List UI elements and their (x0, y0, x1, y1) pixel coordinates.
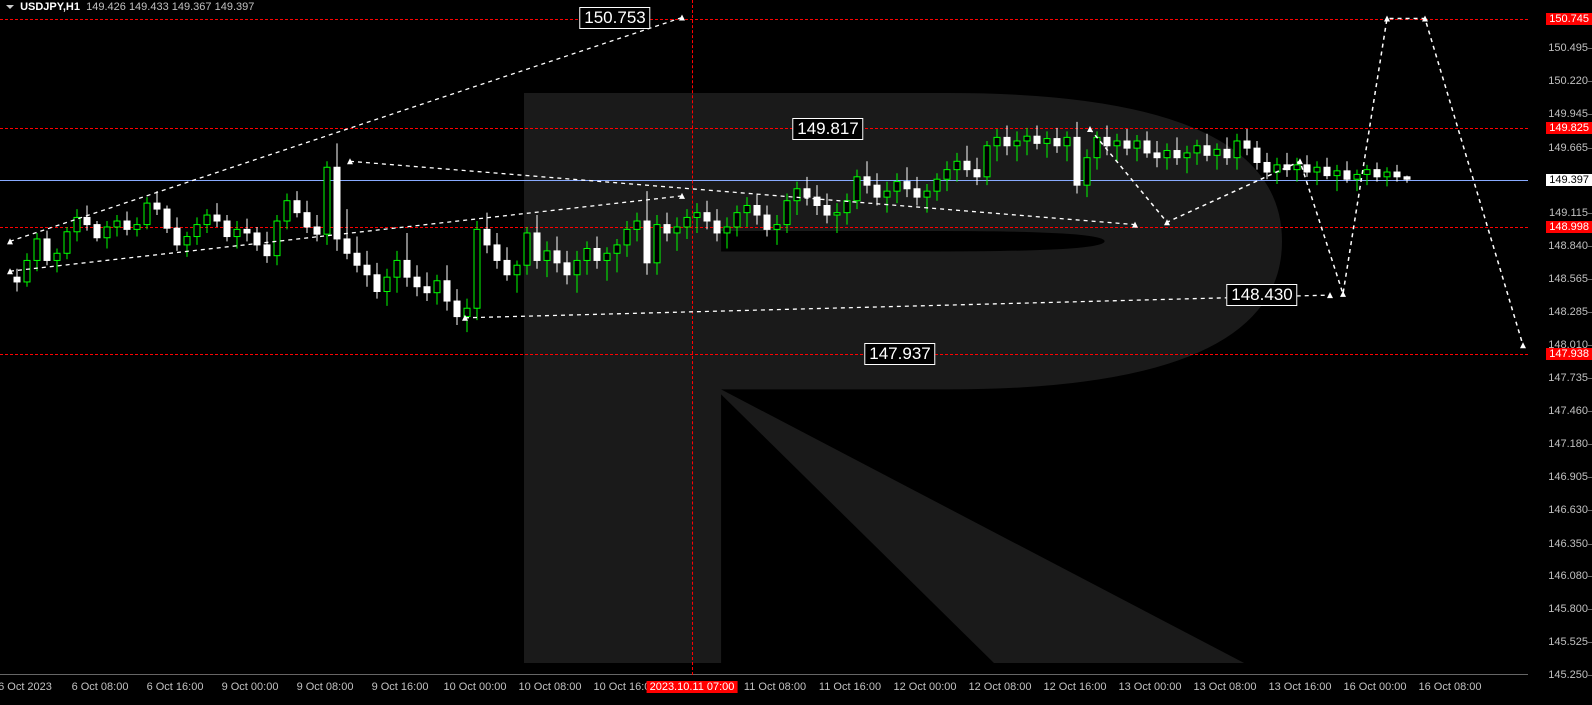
y-tick-label: 145.800 (1548, 603, 1588, 615)
price-box[interactable]: 150.753 (579, 7, 650, 29)
x-tick-label: 6 Oct 2023 (0, 681, 52, 693)
vertical-line[interactable] (692, 0, 693, 675)
y-tick-label: 149.945 (1548, 108, 1588, 120)
x-tick-label: 10 Oct 08:00 (519, 681, 582, 693)
x-tick-label: 12 Oct 08:00 (969, 681, 1032, 693)
ohlc-c: 149.397 (215, 1, 255, 13)
ohlc-h: 149.433 (129, 1, 169, 13)
y-tick-label: 146.630 (1548, 504, 1588, 516)
x-tick-label: 9 Oct 00:00 (222, 681, 279, 693)
y-tick-label: 147.460 (1548, 405, 1588, 417)
y-tick-label: 149.115 (1549, 207, 1588, 219)
price-box[interactable]: 149.817 (792, 118, 863, 140)
hline-price-label: 147.938 (1546, 348, 1592, 360)
y-axis: 150.495 150.220 149.945 149.665 149.115 148.8… (1528, 0, 1592, 675)
y-tick-label: 146.905 (1548, 471, 1588, 483)
x-axis: 6 Oct 2023 6 Oct 08:00 6 Oct 16:00 9 Oct 00… (0, 674, 1528, 705)
x-tick-label: 13 Oct 08:00 (1194, 681, 1257, 693)
x-tick-label: 13 Oct 16:00 (1269, 681, 1332, 693)
candles-layer (0, 0, 1528, 675)
x-tick-label: 12 Oct 00:00 (894, 681, 957, 693)
dropdown-arrow-icon[interactable] (6, 5, 14, 9)
overlay-layer (0, 0, 1528, 675)
symbol-label: USDJPY,H1 (20, 1, 80, 13)
current-price-label: 149.397 (1546, 174, 1592, 186)
price-box[interactable]: 148.430 (1226, 284, 1297, 306)
x-tick-label: 16 Oct 08:00 (1419, 681, 1482, 693)
watermark-logo (0, 0, 1528, 675)
ohlc-o: 149.426 (86, 1, 126, 13)
y-tick-label: 149.665 (1548, 142, 1588, 154)
y-tick-label: 147.735 (1548, 372, 1588, 384)
x-tick-label: 11 Oct 08:00 (744, 681, 806, 693)
plot-area[interactable]: 150.753 149.817 148.430 147.937 (0, 0, 1529, 675)
x-tick-label: 12 Oct 16:00 (1044, 681, 1107, 693)
horizontal-line[interactable] (0, 354, 1528, 355)
horizontal-line[interactable] (0, 19, 1528, 20)
x-tick-label: 11 Oct 16:00 (819, 681, 881, 693)
y-tick-label: 148.565 (1548, 273, 1588, 285)
y-tick-label: 147.180 (1548, 438, 1588, 450)
hline-price-label: 149.825 (1546, 122, 1592, 134)
x-tick-label: 9 Oct 08:00 (297, 681, 354, 693)
horizontal-line[interactable] (0, 227, 1528, 228)
price-box[interactable]: 147.937 (864, 343, 935, 365)
y-tick-label: 145.525 (1548, 636, 1588, 648)
y-tick-label: 146.350 (1548, 538, 1588, 550)
horizontal-line[interactable] (0, 128, 1528, 129)
y-tick-label: 145.250 (1548, 669, 1588, 681)
vline-time-label: 2023.10.11 07:00 (647, 681, 738, 693)
hline-price-label: 148.998 (1546, 221, 1592, 233)
x-tick-label: 9 Oct 16:00 (372, 681, 429, 693)
x-tick-label: 6 Oct 08:00 (72, 681, 129, 693)
y-tick-label: 148.840 (1548, 240, 1588, 252)
ohlc-l: 149.367 (172, 1, 212, 13)
current-price-line (0, 180, 1528, 181)
y-tick-label: 150.495 (1548, 42, 1588, 54)
x-tick-label: 16 Oct 00:00 (1344, 681, 1407, 693)
hline-price-label: 150.745 (1546, 13, 1592, 25)
y-tick-label: 150.220 (1548, 75, 1588, 87)
x-tick-label: 13 Oct 00:00 (1119, 681, 1182, 693)
x-tick-label: 6 Oct 16:00 (147, 681, 204, 693)
chart-header: USDJPY,H1 149.426 149.433 149.367 149.39… (4, 1, 256, 13)
x-tick-label: 10 Oct 00:00 (444, 681, 507, 693)
chart-container: USDJPY,H1 149.426 149.433 149.367 149.39… (0, 0, 1592, 705)
y-tick-label: 146.080 (1548, 570, 1588, 582)
y-tick-label: 148.285 (1548, 306, 1588, 318)
